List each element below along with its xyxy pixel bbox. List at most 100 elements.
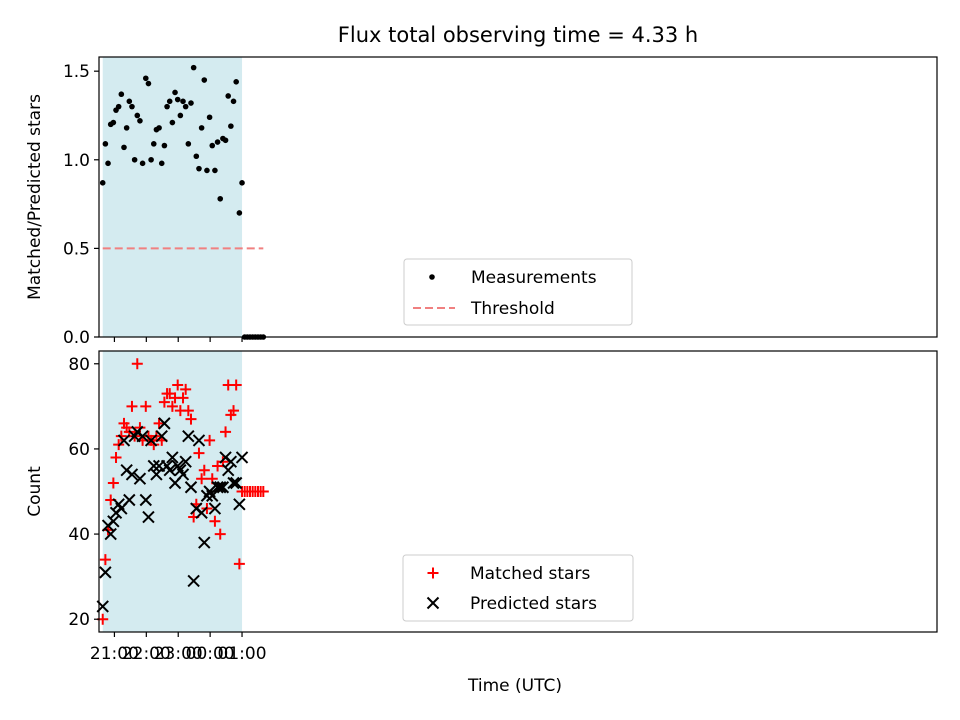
legend-measurement-marker	[429, 274, 435, 280]
legend-predicted-marker	[426, 596, 440, 610]
axes-frame	[98, 56, 938, 338]
matched-star-point	[131, 358, 143, 370]
legend-box	[403, 258, 633, 326]
predicted-star-point	[216, 481, 230, 494]
predicted-star-point	[195, 506, 208, 519]
predicted-star-point	[214, 481, 227, 494]
legend-matched-marker	[427, 567, 439, 579]
predicted-star-point	[133, 472, 147, 485]
measurement-point	[137, 117, 143, 124]
matched-star-point	[193, 447, 205, 459]
legend: Matched stars Predicted stars	[402, 554, 634, 622]
predicted-star-point	[99, 566, 112, 579]
x-tick-label: 21:00	[90, 644, 139, 664]
measurement-point	[228, 123, 234, 129]
measurement-point	[142, 75, 149, 82]
predicted-star-point	[107, 515, 120, 528]
measurement-point	[214, 139, 221, 145]
matched-star-point	[220, 426, 232, 438]
measurement-point	[174, 96, 181, 103]
matched-star-point	[257, 486, 269, 497]
measurement-point	[225, 93, 232, 99]
predicted-star-point	[155, 429, 168, 443]
predicted-star-point	[163, 464, 176, 477]
measurement-point	[123, 125, 130, 131]
measurement-point	[196, 165, 202, 172]
matched-star-point	[166, 400, 178, 412]
predicted-star-point	[147, 459, 160, 473]
x-tick-label: 00:00	[186, 644, 235, 664]
y-tick-label: 20	[68, 610, 90, 630]
measurement-point	[180, 98, 186, 105]
predicted-star-point	[211, 481, 224, 494]
predicted-star-point	[123, 493, 136, 507]
measurement-point	[126, 98, 133, 105]
predicted-star-point	[198, 536, 211, 549]
matched-star-point	[148, 439, 160, 451]
legend-predicted-label: Predicted stars	[470, 594, 597, 614]
matched-star-point	[180, 383, 192, 395]
matched-star-point	[107, 477, 119, 489]
matched-star-point	[230, 379, 242, 391]
measurement-point	[161, 142, 168, 149]
matched-star-point	[115, 430, 127, 442]
y-tick-label: 0.0	[63, 328, 90, 348]
x-axis-label: Time (UTC)	[467, 676, 562, 696]
measurement-point	[102, 141, 109, 147]
x-tick-label: 23:00	[154, 644, 203, 664]
y-tick-label: 1.5	[63, 62, 90, 82]
legend-matched-label: Matched stars	[470, 564, 590, 584]
matched-star-point	[214, 528, 226, 540]
predicted-star-point	[179, 455, 192, 468]
y-tick-label: 1.0	[63, 151, 90, 171]
measurement-point	[217, 195, 224, 202]
matched-star-point	[172, 379, 184, 391]
measurement-point	[164, 103, 170, 110]
measurement-point	[230, 98, 237, 105]
measurement-point	[169, 119, 176, 126]
predicted-star-point	[182, 429, 195, 443]
predicted-star-point	[104, 527, 117, 541]
matched-star-point	[177, 392, 189, 404]
predicted-star-point	[235, 451, 249, 464]
top-panel: 0.0 0.5 1.0 1.5 Matched/Predicted stars Measu…	[25, 56, 938, 348]
predicted-star-point	[139, 493, 152, 507]
measurement-point	[177, 112, 184, 119]
predicted-star-point	[158, 417, 171, 430]
x-tick-label: 22:00	[122, 644, 171, 664]
matched-star-point	[233, 558, 245, 570]
predicted-star-point	[187, 574, 200, 588]
measurement-point	[193, 153, 200, 160]
measurement-point	[239, 180, 245, 186]
measurement-point	[204, 167, 210, 174]
y-tick-label: 80	[68, 355, 90, 375]
measurement-point	[121, 144, 127, 151]
measurement-point	[212, 167, 218, 174]
predicted-star-point	[184, 481, 198, 494]
measurement-point	[236, 210, 243, 216]
predicted-star-point	[222, 464, 235, 477]
legend-box	[402, 554, 634, 622]
measurement-point	[222, 137, 229, 144]
measurement-point	[150, 141, 157, 147]
matched-star-point	[196, 473, 208, 485]
measurement-point	[190, 64, 197, 71]
matched-star-point	[99, 554, 111, 566]
measurement-point	[198, 125, 205, 131]
measurement-point	[145, 80, 152, 87]
measurement-point	[158, 160, 165, 167]
predicted-star-point	[144, 434, 158, 447]
measurement-point	[201, 77, 208, 83]
figure-title: Flux total observing time = 4.33 h	[338, 23, 698, 47]
measurement-point	[233, 79, 239, 85]
predicted-star-point	[142, 510, 155, 524]
measurement-point	[148, 156, 154, 163]
predicted-star-point	[208, 502, 222, 515]
predicted-star-point	[192, 434, 206, 447]
y-tick-label: 60	[68, 440, 90, 460]
measurement-point	[131, 156, 138, 163]
predicted-star-point	[227, 476, 240, 490]
legend-threshold-label: Threshold	[470, 299, 555, 319]
